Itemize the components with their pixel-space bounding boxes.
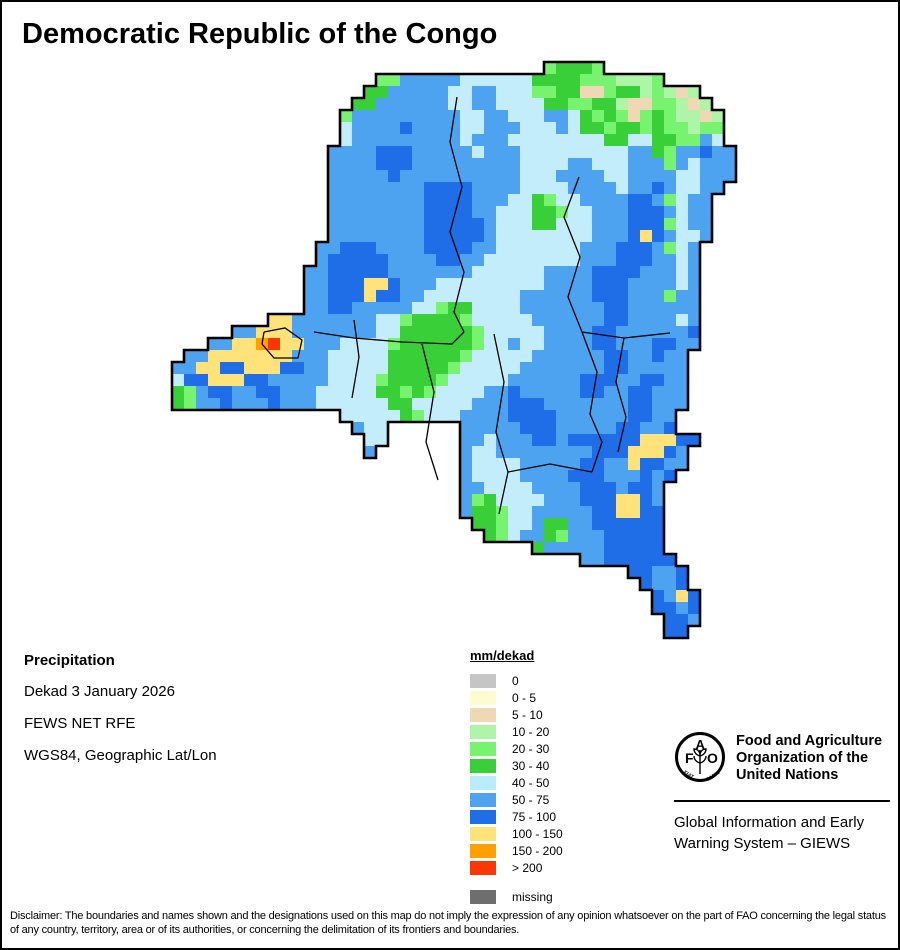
fao-block: F A O FIAT PANIS Food and Agriculture Or… bbox=[674, 724, 892, 854]
legend-swatch bbox=[470, 707, 496, 722]
legend-item: 75 - 100 bbox=[470, 808, 640, 825]
legend-label: 0 - 5 bbox=[512, 690, 537, 705]
legend-item: 50 - 75 bbox=[470, 791, 640, 808]
legend-swatch bbox=[470, 724, 496, 739]
legend-swatch bbox=[470, 673, 496, 688]
svg-text:O: O bbox=[707, 750, 718, 766]
legend-item: 30 - 40 bbox=[470, 757, 640, 774]
legend-swatch bbox=[470, 843, 496, 858]
svg-text:FIAT: FIAT bbox=[682, 770, 694, 781]
legend-items: 0 0 - 5 5 - 10 10 - 20 20 - 30 30 - 40 40 - 50… bbox=[470, 672, 640, 905]
legend-item: > 200 bbox=[470, 859, 640, 876]
legend-item: 20 - 30 bbox=[470, 740, 640, 757]
legend-item: 100 - 150 bbox=[470, 825, 640, 842]
legend-label: 5 - 10 bbox=[512, 707, 543, 722]
legend: mm/dekad 0 0 - 5 5 - 10 10 - 20 20 - 30 30 - … bbox=[470, 648, 640, 905]
legend-item: 150 - 200 bbox=[470, 842, 640, 859]
legend-swatch bbox=[470, 860, 496, 875]
disclaimer-text: Disclaimer: The boundaries and names sho… bbox=[10, 910, 886, 936]
legend-item: 5 - 10 bbox=[470, 706, 640, 723]
legend-label: 30 - 40 bbox=[512, 758, 550, 773]
legend-item: missing bbox=[470, 888, 640, 905]
legend-label: 50 - 75 bbox=[512, 792, 550, 807]
map-info-heading: Precipitation bbox=[24, 652, 115, 669]
map-info-dekad: Dekad 3 January 2026 bbox=[24, 683, 175, 700]
legend-item: 10 - 20 bbox=[470, 723, 640, 740]
legend-label: 75 - 100 bbox=[512, 809, 557, 824]
legend-title: mm/dekad bbox=[470, 648, 535, 663]
legend-label: > 200 bbox=[512, 860, 543, 875]
map-info-projection: WGS84, Geographic Lat/Lon bbox=[24, 747, 217, 764]
fao-logo-icon: F A O FIAT PANIS bbox=[675, 732, 725, 783]
legend-item: 40 - 50 bbox=[470, 774, 640, 791]
legend-swatch bbox=[470, 809, 496, 824]
legend-label: 100 - 150 bbox=[512, 826, 563, 841]
legend-swatch bbox=[470, 889, 496, 904]
giews-label: Global Information and Early Warning Sys… bbox=[674, 814, 865, 852]
legend-item: 0 bbox=[470, 672, 640, 689]
legend-label: 0 bbox=[512, 673, 519, 688]
map-info-block: Precipitation Dekad 3 January 2026 FEWS … bbox=[24, 652, 354, 779]
legend-swatch bbox=[470, 690, 496, 705]
map-info-source: FEWS NET RFE bbox=[24, 715, 136, 732]
precipitation-raster-layer bbox=[170, 60, 738, 640]
svg-text:F: F bbox=[685, 750, 694, 766]
page-title: Democratic Republic of the Congo bbox=[22, 18, 498, 50]
legend-swatch bbox=[470, 826, 496, 841]
fao-divider bbox=[674, 800, 890, 802]
legend-swatch bbox=[470, 758, 496, 773]
fao-org-name: Food and Agriculture Organization of the… bbox=[736, 733, 883, 783]
legend-label: 20 - 30 bbox=[512, 741, 550, 756]
legend-label: missing bbox=[512, 889, 553, 904]
legend-swatch bbox=[470, 792, 496, 807]
legend-item: 0 - 5 bbox=[470, 689, 640, 706]
svg-text:A: A bbox=[696, 737, 706, 752]
legend-label: 150 - 200 bbox=[512, 843, 563, 858]
legend-label: 40 - 50 bbox=[512, 775, 550, 790]
legend-label: 10 - 20 bbox=[512, 724, 550, 739]
legend-swatch bbox=[470, 775, 496, 790]
legend-swatch bbox=[470, 741, 496, 756]
